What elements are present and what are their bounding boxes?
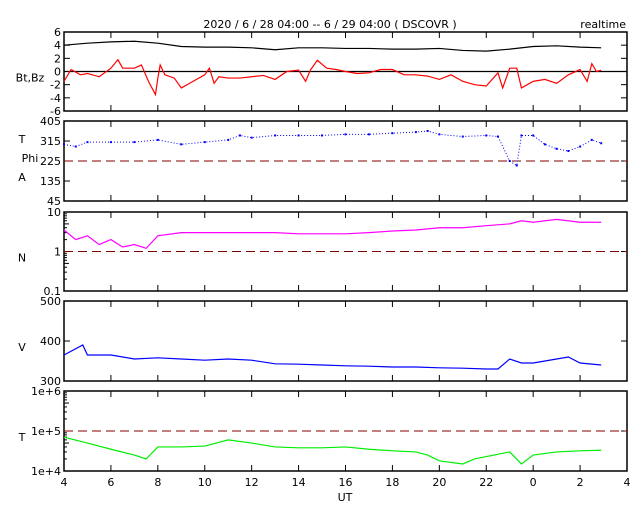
data-point-phi [250, 136, 253, 139]
y-tick-label: 1e+5 [31, 425, 61, 438]
panel-v: 500 400 300 V [18, 295, 628, 388]
x-tick-label: 16 [339, 476, 353, 489]
data-point-phi [109, 141, 112, 144]
y-tick-label: 300 [40, 375, 61, 388]
data-point-phi [133, 141, 136, 144]
data-point-phi [156, 138, 159, 141]
x-tick-label: 4 [624, 476, 631, 489]
y-axis-label: A [18, 171, 26, 184]
y-tick-label: 1e+6 [31, 385, 61, 398]
series-bt [63, 40, 602, 52]
y-tick-label: 1e+4 [31, 465, 61, 478]
x-tick-label: 18 [385, 476, 399, 489]
y-tick-label: -6 [50, 105, 61, 118]
series-phi [63, 130, 602, 167]
x-tick-label: 8 [154, 476, 161, 489]
x-tick-label: 6 [107, 476, 114, 489]
chart-title: 2020 / 6 / 28 04:00 -- 6 / 29 04:00 ( DS… [203, 18, 456, 31]
data-point-phi [515, 164, 518, 167]
y-tick-label: 400 [40, 335, 61, 348]
y-tick-label: 135 [40, 175, 61, 188]
data-point-phi [321, 134, 324, 137]
series-n [63, 218, 602, 250]
panel-phi: 405 315 225 135 45 T Phi A [18, 115, 628, 208]
data-point-phi [543, 143, 546, 146]
x-tick-label: 4 [61, 476, 68, 489]
panel-n: 10 1 0.1 N [18, 206, 628, 298]
data-point-phi [508, 160, 511, 162]
y-tick-label: 315 [40, 135, 61, 148]
y-tick-label: 6 [54, 26, 61, 39]
x-tick-label: 14 [292, 476, 306, 489]
x-tick-label: 12 [245, 476, 259, 489]
y-tick-label: 405 [40, 115, 61, 128]
data-point-phi [520, 134, 523, 137]
panel-t: 1e+6 1e+5 1e+4 T [18, 385, 628, 478]
data-point-phi [496, 135, 499, 138]
y-axis-label: T [18, 133, 26, 146]
data-point-phi [74, 145, 77, 148]
series-t [63, 436, 602, 465]
data-point-phi [600, 142, 603, 145]
y-axis-label: N [18, 252, 26, 265]
data-point-phi [579, 145, 582, 148]
x-tick-label: 22 [479, 476, 493, 489]
data-point-phi [203, 141, 206, 144]
x-tick-label: 20 [432, 476, 446, 489]
series-v [63, 344, 602, 370]
data-point-phi [391, 132, 394, 135]
realtime-label: realtime [580, 18, 626, 31]
y-tick-label: 1 [54, 246, 61, 259]
y-tick-label: 500 [40, 295, 61, 308]
data-point-phi [274, 134, 277, 137]
y-tick-label: 45 [47, 195, 61, 208]
y-axis-label: Bt,Bz [16, 72, 45, 85]
y-tick-label: 225 [40, 155, 61, 168]
data-point-phi [344, 133, 347, 136]
y-tick-label: 10 [47, 206, 61, 219]
y-axis-label: V [18, 341, 26, 354]
series-bz [63, 58, 602, 97]
data-point-phi [590, 138, 593, 141]
data-point-phi [555, 147, 558, 150]
y-tick-label: 4 [54, 39, 61, 52]
data-point-phi [367, 133, 370, 136]
x-tick-label: 2 [577, 476, 584, 489]
y-tick-label: -4 [50, 92, 61, 105]
panel-frame [63, 300, 628, 382]
y-tick-label: 0.1 [44, 285, 62, 298]
data-point-phi [485, 134, 488, 137]
y-tick-label: -2 [50, 79, 61, 92]
x-axis-label: UT [338, 491, 353, 504]
y-tick-label: 0 [54, 66, 61, 79]
data-point-phi [238, 134, 241, 137]
data-point-phi [532, 134, 535, 137]
data-point-phi [180, 143, 183, 146]
y-axis-label: Phi [22, 152, 39, 165]
y-axis-label: T [18, 431, 26, 444]
data-point-phi [567, 150, 570, 152]
x-tick-label: 0 [530, 476, 537, 489]
x-tick-label: 10 [198, 476, 212, 489]
y-tick-label: 2 [54, 52, 61, 65]
